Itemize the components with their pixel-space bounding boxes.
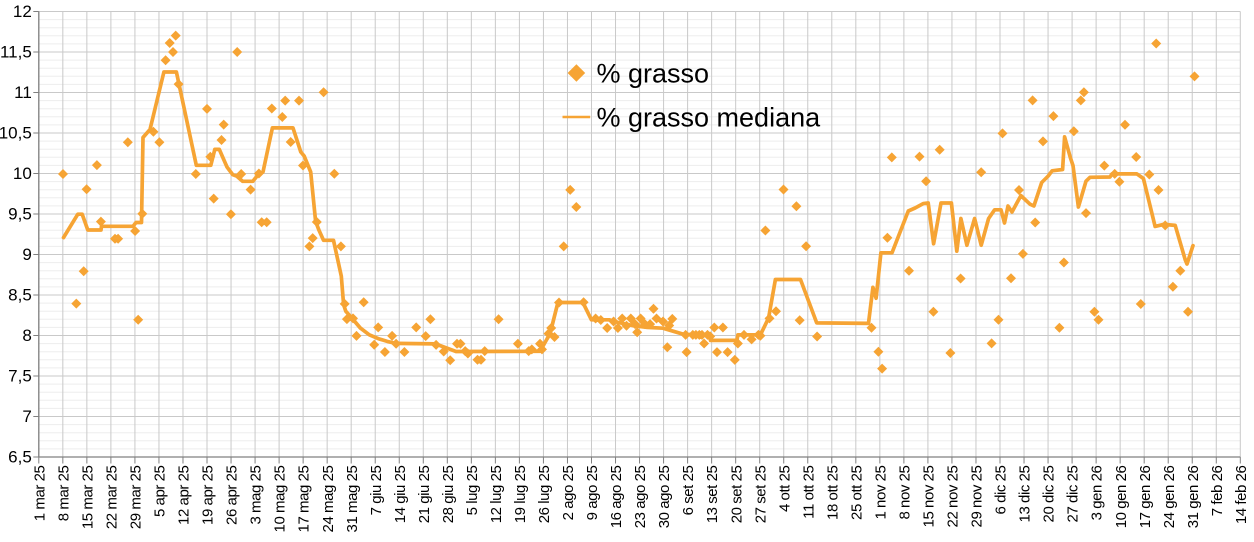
- svg-text:13 set 25: 13 set 25: [704, 466, 721, 524]
- svg-text:4 ott 25: 4 ott 25: [776, 466, 793, 513]
- svg-text:9 ago 25: 9 ago 25: [584, 466, 601, 521]
- svg-text:10 gen 26: 10 gen 26: [1113, 465, 1130, 528]
- svg-text:27 set 25: 27 set 25: [752, 466, 769, 524]
- svg-text:14 giu 25: 14 giu 25: [392, 465, 409, 523]
- svg-text:1 mar 25: 1 mar 25: [31, 466, 48, 522]
- svg-text:20 set 25: 20 set 25: [728, 466, 745, 524]
- svg-text:3 gen 26: 3 gen 26: [1089, 466, 1106, 521]
- svg-text:2 ago 25: 2 ago 25: [560, 466, 577, 521]
- svg-text:17 gen 26: 17 gen 26: [1137, 465, 1154, 528]
- svg-text:28 giu 25: 28 giu 25: [440, 465, 457, 523]
- svg-text:18 ott 25: 18 ott 25: [824, 466, 841, 520]
- svg-text:7,5: 7,5: [8, 366, 32, 385]
- svg-text:11: 11: [14, 83, 32, 102]
- svg-text:29 mar 25: 29 mar 25: [128, 466, 145, 530]
- svg-text:8,5: 8,5: [8, 285, 32, 304]
- svg-text:12 apr 25: 12 apr 25: [176, 466, 193, 525]
- svg-text:19 apr 25: 19 apr 25: [200, 466, 217, 525]
- svg-text:25 ott 25: 25 ott 25: [848, 466, 865, 520]
- svg-text:15 mar 25: 15 mar 25: [79, 466, 96, 530]
- svg-text:8: 8: [22, 326, 31, 345]
- svg-text:23 ago 25: 23 ago 25: [632, 465, 649, 528]
- svg-text:8 mar 25: 8 mar 25: [55, 466, 72, 522]
- svg-text:6 set 25: 6 set 25: [680, 466, 697, 516]
- svg-text:7: 7: [22, 407, 31, 426]
- svg-text:22 mar 25: 22 mar 25: [103, 466, 120, 530]
- svg-text:6,5: 6,5: [8, 447, 32, 466]
- svg-text:% grasso: % grasso: [597, 59, 710, 89]
- svg-text:12: 12: [13, 2, 32, 21]
- svg-text:5 lug 25: 5 lug 25: [464, 465, 481, 515]
- svg-text:14 feb 26: 14 feb 26: [1233, 466, 1250, 525]
- svg-text:21 giu 25: 21 giu 25: [416, 465, 433, 523]
- svg-text:26 apr 25: 26 apr 25: [224, 466, 241, 525]
- svg-text:10: 10: [13, 164, 32, 183]
- svg-text:30 ago 25: 30 ago 25: [656, 465, 673, 528]
- svg-text:11 ott 25: 11 ott 25: [800, 465, 817, 518]
- svg-text:1 nov 25: 1 nov 25: [872, 465, 889, 519]
- svg-text:29 nov 25: 29 nov 25: [969, 465, 986, 527]
- svg-text:7 giu 25: 7 giu 25: [368, 465, 385, 515]
- svg-text:8 nov 25: 8 nov 25: [896, 465, 913, 519]
- svg-text:15 nov 25: 15 nov 25: [921, 465, 938, 527]
- svg-text:26 lug 25: 26 lug 25: [536, 465, 553, 523]
- svg-text:22 nov 25: 22 nov 25: [945, 465, 962, 527]
- svg-text:10 mag 25: 10 mag 25: [272, 466, 289, 533]
- svg-text:9: 9: [22, 245, 31, 264]
- svg-text:19 lug 25: 19 lug 25: [512, 465, 529, 523]
- svg-text:5 apr 25: 5 apr 25: [152, 466, 169, 518]
- svg-text:12 lug 25: 12 lug 25: [488, 465, 505, 523]
- svg-text:10,5: 10,5: [0, 123, 32, 142]
- svg-text:24 mag 25: 24 mag 25: [320, 466, 337, 533]
- svg-text:24 gen 26: 24 gen 26: [1161, 465, 1178, 528]
- svg-text:16 ago 25: 16 ago 25: [608, 465, 625, 528]
- svg-text:11,5: 11,5: [0, 42, 32, 61]
- svg-text:27 dic 25: 27 dic 25: [1065, 466, 1082, 523]
- svg-text:17 mag 25: 17 mag 25: [296, 466, 313, 533]
- svg-text:6 dic 25: 6 dic 25: [993, 465, 1010, 514]
- svg-text:% grasso mediana: % grasso mediana: [597, 103, 822, 133]
- svg-text:7 feb 26: 7 feb 26: [1209, 466, 1226, 517]
- svg-text:31 mag 25: 31 mag 25: [344, 466, 361, 533]
- svg-text:20 dic 25: 20 dic 25: [1041, 466, 1058, 523]
- svg-text:13 dic 25: 13 dic 25: [1017, 466, 1034, 523]
- svg-text:9,5: 9,5: [8, 204, 32, 223]
- svg-text:31 gen 26: 31 gen 26: [1185, 465, 1202, 528]
- svg-text:3 mag 25: 3 mag 25: [248, 466, 265, 525]
